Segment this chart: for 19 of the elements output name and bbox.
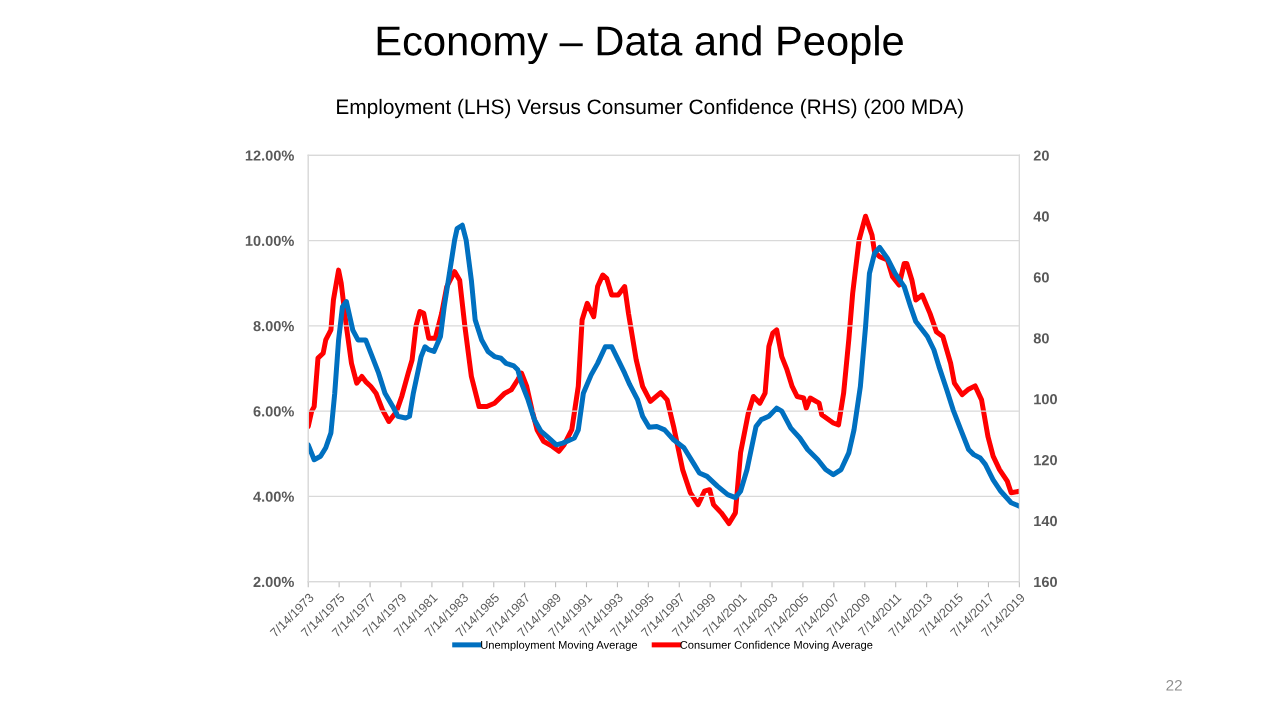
text: 22	[1166, 679, 1182, 691]
chart-title: Economy – Data and People	[377, 25, 903, 64]
y2-tick-label: 40	[1033, 211, 1049, 222]
y2-tick-label: 120	[1034, 454, 1057, 466]
y2-tick-label: 100	[1034, 394, 1057, 405]
y2-tick-label: 140	[1034, 515, 1057, 527]
y-tick-label: 6.00%	[253, 406, 294, 417]
y-tick-label: 2.00%	[253, 576, 294, 588]
legend-label: Consumer Confidence Moving Average	[680, 640, 873, 652]
y-tick-label: 4.00%	[253, 491, 294, 502]
y2-tick-label: 60	[1033, 272, 1049, 283]
y-tick-label: 8.00%	[253, 320, 294, 332]
chart-subtitle: Employment (LHS) Versus Consumer Confidence (RHS) (200 MDA)	[337, 98, 963, 119]
y2-tick-label: 20	[1033, 150, 1049, 161]
y2-tick-label: 160	[1034, 576, 1057, 588]
y-tick-label: 10.00%	[245, 235, 294, 247]
y2-tick-label: 80	[1033, 333, 1049, 344]
y-tick-label: 12.00%	[245, 150, 294, 161]
legend-label: Unemployment Moving Average	[481, 640, 638, 652]
